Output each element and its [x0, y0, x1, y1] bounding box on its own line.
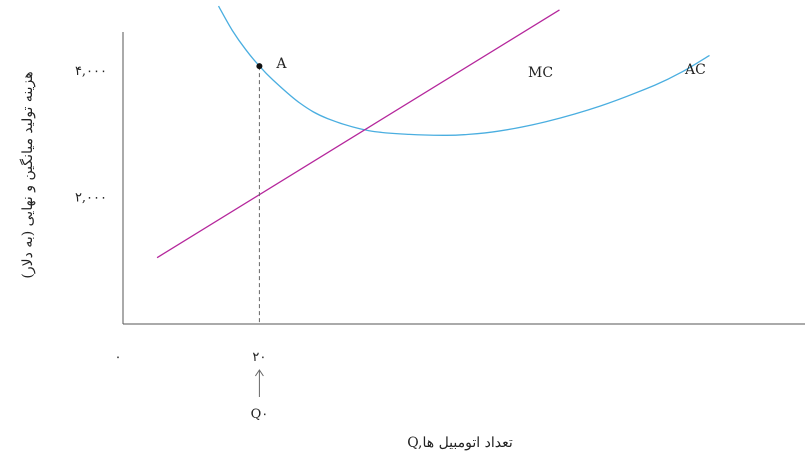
- point-a-marker: [256, 63, 263, 70]
- x-axis-title: Q,تعداد اتومبیل ها: [407, 435, 513, 451]
- axes: ۲,۰۰۰ ۴,۰۰۰ ۰ ۲۰ Q۰ Q,تعداد اتومبیل ها ه…: [19, 32, 805, 451]
- y-axis-title: هزینه تولید میانگین و نهایی (به دلار): [19, 71, 36, 278]
- mc-label: MC: [528, 65, 553, 81]
- q0-label: Q۰: [251, 407, 269, 422]
- plot-area: A MC AC: [156, 5, 710, 324]
- y-tick-label-4000: ۴,۰۰۰: [75, 64, 107, 79]
- origin-label: ۰: [115, 350, 122, 365]
- point-a-label: A: [275, 56, 287, 72]
- x-tick-label-20: ۲۰: [252, 350, 266, 365]
- ac-curve: [217, 5, 710, 136]
- mc-curve: [156, 9, 560, 259]
- ac-label: AC: [684, 62, 706, 78]
- q0-arrow-head: [254, 369, 264, 377]
- y-tick-label-2000: ۲,۰۰۰: [75, 191, 107, 206]
